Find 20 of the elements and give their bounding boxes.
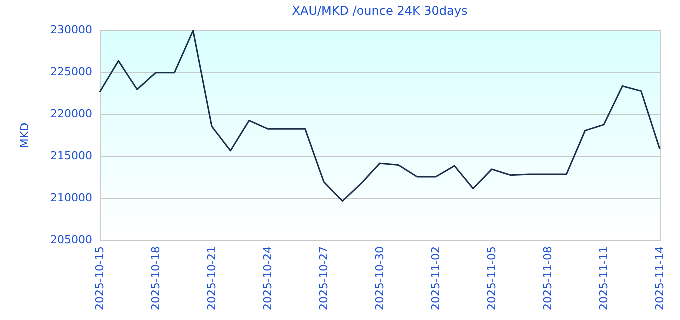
x-tick-label: 2025-11-05 bbox=[486, 246, 498, 310]
x-tick-label: 2025-10-30 bbox=[374, 246, 386, 310]
x-tick-label: 2025-11-08 bbox=[542, 246, 554, 310]
y-tick-label: 230000 bbox=[50, 24, 92, 36]
y-tick-label: 220000 bbox=[50, 108, 92, 120]
y-tick-label: 205000 bbox=[50, 234, 92, 246]
y-tick-label: 225000 bbox=[50, 66, 92, 78]
x-tick-label: 2025-10-21 bbox=[206, 246, 218, 310]
y-tick-label: 215000 bbox=[50, 150, 92, 162]
x-tick-label: 2025-10-15 bbox=[94, 246, 106, 310]
x-tick-label: 2025-10-27 bbox=[318, 246, 330, 310]
line-series bbox=[99, 30, 661, 202]
y-axis-title: MKD bbox=[18, 122, 32, 148]
chart-title: XAU/MKD /ounce 24K 30days bbox=[292, 4, 468, 18]
x-tick-label: 2025-10-24 bbox=[262, 246, 274, 310]
x-tick-label: 2025-11-11 bbox=[598, 246, 610, 310]
x-tick-label: 2025-11-14 bbox=[654, 246, 666, 310]
y-tick-label: 210000 bbox=[50, 192, 92, 204]
x-tick-label: 2025-11-02 bbox=[430, 246, 442, 310]
x-tick-label: 2025-10-18 bbox=[150, 246, 162, 310]
